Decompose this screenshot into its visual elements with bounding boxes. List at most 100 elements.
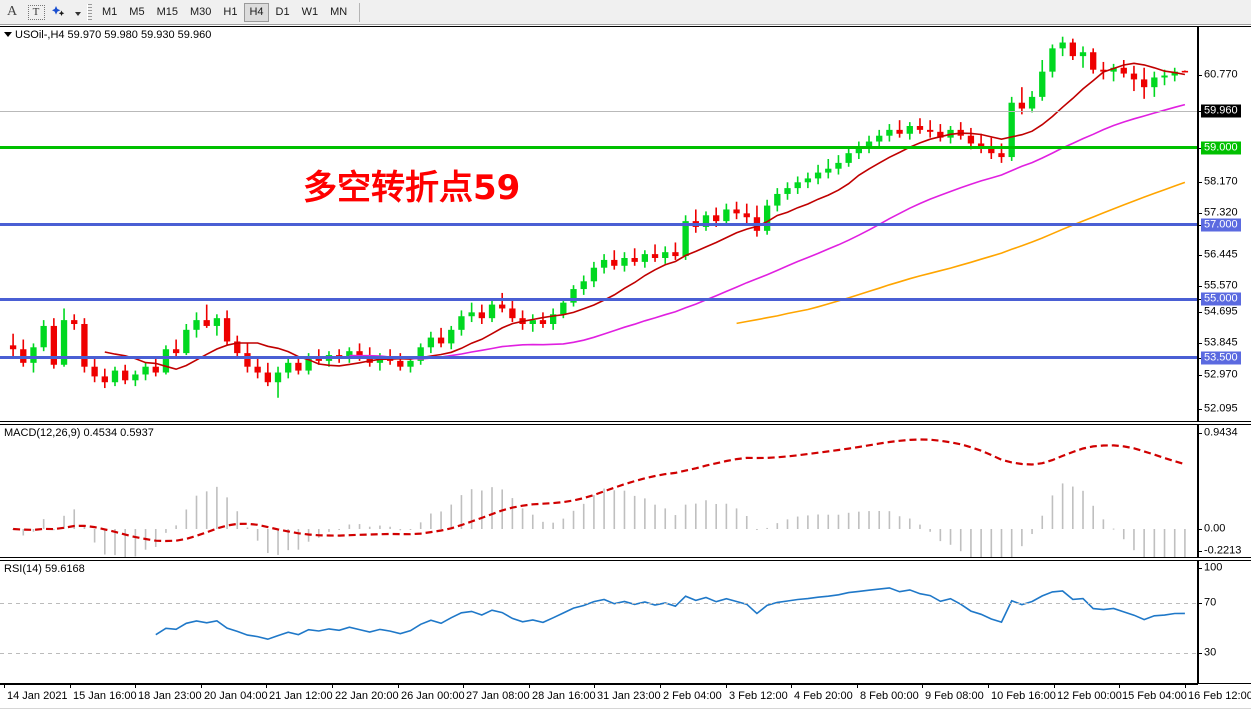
level-line-53500: [0, 356, 1197, 359]
timeframe-m30[interactable]: M30: [189, 6, 212, 18]
time-axis-tick: [201, 684, 202, 688]
timeframe-d1[interactable]: D1: [275, 6, 290, 18]
time-axis-tick: [1185, 684, 1186, 688]
time-axis-tick: [70, 684, 71, 688]
time-axis-label: 20 Jan 04:00: [204, 690, 268, 702]
time-axis-label: 9 Feb 08:00: [925, 690, 984, 702]
time-axis-tick: [988, 684, 989, 688]
time-axis-tick: [1119, 684, 1120, 688]
rsi-axis-line: [1198, 561, 1199, 683]
time-axis-tick: [266, 684, 267, 688]
price-scale-tick: [1198, 255, 1202, 256]
price-plot-area[interactable]: 多空转折点59: [0, 26, 1198, 422]
price-axis-line: [1198, 27, 1199, 421]
price-scale-label: 55.000: [1201, 292, 1241, 306]
price-scale-axis[interactable]: 60.770 59.960 59.000 58.170 57.320 57.000 56.4…: [1198, 26, 1251, 446]
price-scale-tick: [1198, 358, 1202, 359]
timeframe-h4[interactable]: H4: [244, 2, 269, 22]
label-tool-icon[interactable]: T: [24, 1, 48, 23]
price-scale-tick: [1198, 225, 1202, 226]
time-axis-tick: [594, 684, 595, 688]
price-panel-title: USOil-,H4 59.970 59.980 59.930 59.960: [4, 29, 211, 41]
level-line-55000: [0, 298, 1197, 301]
time-axis-label: 28 Jan 16:00: [532, 690, 596, 702]
level-line-57000: [0, 223, 1197, 226]
macd-axis-line: [1198, 425, 1199, 557]
time-axis-tick: [398, 684, 399, 688]
macd-scale-label: 0.00: [1204, 522, 1226, 535]
price-scale-label: 57.320: [1204, 206, 1238, 219]
price-scale-label: 53.845: [1204, 336, 1238, 349]
rsi-scale-tick: [1198, 568, 1202, 569]
macd-scale-tick: [1198, 529, 1202, 530]
toolbar-grip[interactable]: [87, 3, 92, 21]
price-scale-tick: [1198, 409, 1202, 410]
time-axis-label: 8 Feb 00:00: [860, 690, 919, 702]
timeframe-m1[interactable]: M1: [102, 6, 118, 18]
price-panel-title-text: USOil-,H4 59.970 59.980 59.930 59.960: [15, 29, 212, 41]
price-scale-tick: [1198, 213, 1202, 214]
rsi-scale-axis[interactable]: 100 70 30: [1198, 560, 1251, 684]
price-scale-tick: [1198, 111, 1202, 112]
macd-plot-area[interactable]: [0, 424, 1198, 558]
timeframe-m15[interactable]: M15: [156, 6, 178, 18]
collapse-arrow-icon[interactable]: [4, 32, 12, 37]
price-scale-label: 58.170: [1204, 175, 1238, 188]
price-scale-tick: [1198, 75, 1202, 76]
shapes-tool-icon[interactable]: [48, 1, 72, 23]
timeframe-w1[interactable]: W1: [301, 6, 319, 18]
rsi-plot-area[interactable]: [0, 560, 1198, 684]
macd-scale-label: -0.2213: [1204, 544, 1242, 557]
time-axis-tick: [529, 684, 530, 688]
time-axis-label: 21 Jan 12:00: [269, 690, 333, 702]
timeframe-m5[interactable]: M5: [129, 6, 145, 18]
time-axis-label: 15 Jan 16:00: [73, 690, 137, 702]
rsi-series: [155, 587, 1185, 641]
macd-panel: MACD(12,26,9) 0.4534 0.5937 0.9434 0.00 -0…: [0, 424, 1251, 558]
price-scale-tick: [1198, 299, 1202, 300]
time-axis-tick: [1054, 684, 1055, 688]
time-axis-label: 3 Feb 12:00: [729, 690, 788, 702]
macd-series: [12, 438, 1186, 557]
price-scale-label: 59.000: [1201, 141, 1241, 155]
price-scale-tick: [1198, 375, 1202, 376]
time-axis-label: 16 Feb 12:00: [1188, 690, 1251, 702]
price-scale-tick: [1198, 182, 1202, 183]
rsi-scale-label: 30: [1204, 646, 1217, 659]
time-axis-tick: [660, 684, 661, 688]
time-axis-label: 2 Feb 04:00: [663, 690, 722, 702]
rsi-scale-tick: [1198, 603, 1202, 604]
price-scale-label: 54.695: [1204, 305, 1238, 318]
rsi-scale-label: 70: [1204, 596, 1217, 609]
time-axis-label: 27 Jan 08:00: [466, 690, 530, 702]
time-axis-tick: [463, 684, 464, 688]
price-scale-label: 53.500: [1201, 351, 1241, 365]
time-axis-label: 31 Jan 23:00: [597, 690, 661, 702]
window-bottom-edge: [0, 708, 1251, 709]
price-scale-label: 52.970: [1204, 368, 1238, 381]
price-scale-tick: [1198, 286, 1202, 287]
level-line-59000: [0, 146, 1197, 149]
time-axis-tick: [857, 684, 858, 688]
macd-scale-label: 0.9434: [1204, 426, 1238, 439]
time-axis-tick: [332, 684, 333, 688]
price-scale-label: 57.000: [1201, 218, 1241, 232]
time-axis[interactable]: 14 Jan 2021 15 Jan 16:00 18 Jan 23:00 20 Ja…: [0, 684, 1251, 710]
time-axis-label: 14 Jan 2021: [7, 690, 68, 702]
time-axis-tick: [4, 684, 5, 688]
candlestick-series: [9, 36, 1189, 398]
time-axis-label: 18 Jan 23:00: [138, 690, 202, 702]
timeframe-h1[interactable]: H1: [223, 6, 238, 18]
time-axis-tick: [791, 684, 792, 688]
price-scale-label: 60.770: [1204, 68, 1238, 81]
macd-panel-title: MACD(12,26,9) 0.4534 0.5937: [4, 427, 154, 439]
rsi-scale-label: 100: [1204, 561, 1223, 574]
time-axis-label: 12 Feb 00:00: [1057, 690, 1122, 702]
text-tool-icon[interactable]: A: [6, 4, 18, 19]
macd-scale-axis[interactable]: 0.9434 0.00 -0.2213: [1198, 424, 1251, 558]
rsi-panel-title: RSI(14) 59.6168: [4, 563, 85, 575]
shapes-dropdown-icon[interactable]: [72, 1, 83, 23]
timeframe-mn[interactable]: MN: [330, 6, 348, 18]
price-scale-label: 52.095: [1204, 402, 1238, 415]
